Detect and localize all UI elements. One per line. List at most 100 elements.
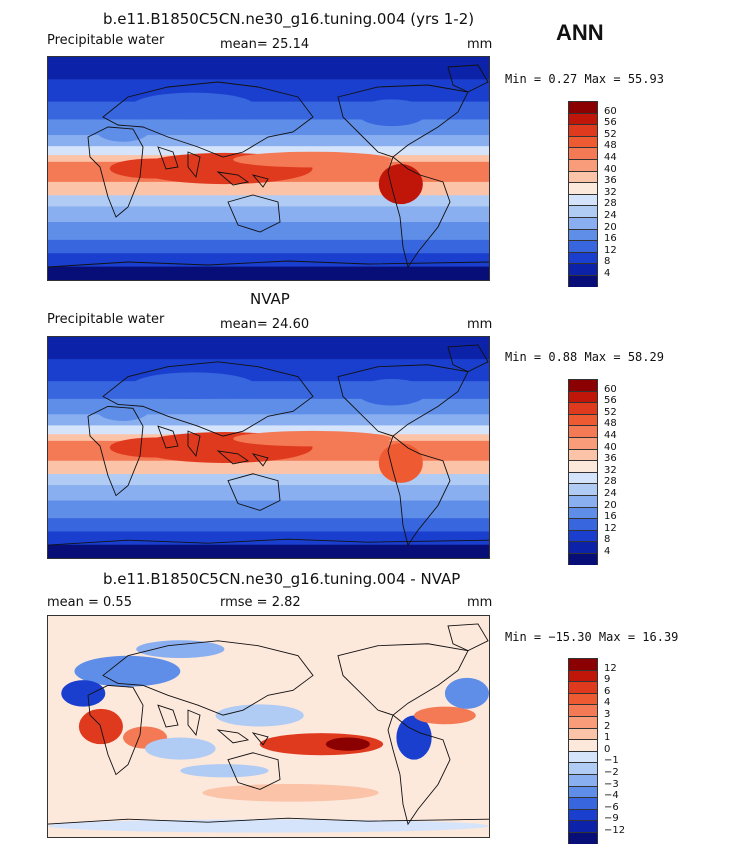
colorbar-swatch <box>568 820 598 832</box>
colorbar-swatch <box>568 773 598 786</box>
panel-1-units: mm <box>467 37 493 52</box>
panel-1-field <box>48 57 489 280</box>
colorbar-swatch <box>568 124 598 136</box>
colorbar-swatch <box>568 704 598 716</box>
colorbar-swatch <box>568 715 598 728</box>
colorbar-swatch <box>568 205 598 217</box>
colorbar-swatch <box>568 390 598 403</box>
colorbar-swatch <box>568 436 598 449</box>
panel-2-variable-label: Precipitable water <box>47 312 165 327</box>
colorbar-tick-label: 28 <box>604 198 617 210</box>
colorbar-tick-label: −12 <box>604 825 626 836</box>
colorbar-swatch <box>568 494 598 507</box>
colorbar-tick-label: 60 <box>604 105 617 117</box>
colorbar-tick-label: 52 <box>604 406 617 418</box>
colorbar-swatch <box>568 402 598 414</box>
colorbar-tick-label: 32 <box>604 464 617 476</box>
colorbar-tick-label: 48 <box>604 140 617 152</box>
colorbar-tick-label: 4 <box>604 546 611 557</box>
colorbar-swatch <box>568 471 598 484</box>
panel-1-variable-label: Precipitable water <box>47 33 165 48</box>
colorbar-swatch <box>568 228 598 241</box>
coastline-overlay <box>48 344 489 547</box>
colorbar-swatch <box>568 101 598 113</box>
season-label: ANN <box>556 20 604 45</box>
colorbar-tick-label: −3 <box>604 778 619 790</box>
colorbar-swatch <box>568 506 598 519</box>
colorbar-swatch <box>568 808 598 821</box>
colorbar-tick-label: 12 <box>604 662 617 674</box>
colorbar-tick-label: 36 <box>604 453 617 465</box>
colorbar-swatch <box>568 263 598 275</box>
colorbar-swatch <box>568 529 598 542</box>
colorbar-swatch <box>568 518 598 530</box>
panel-3-field <box>48 616 489 837</box>
colorbar-swatch <box>568 170 598 183</box>
panel-1-title: b.e11.B1850C5CN.ne30_g16.tuning.004 (yrs… <box>103 10 475 28</box>
colorbar-swatch <box>568 425 598 437</box>
coastline-overlay <box>48 623 489 826</box>
panel-3-map <box>47 615 490 838</box>
colorbar-swatch <box>568 785 598 798</box>
colorbar-tick-label: 6 <box>604 685 611 697</box>
colorbar-swatch <box>568 797 598 809</box>
colorbar-tick-label: 2 <box>604 720 611 732</box>
colorbar-tick-label: 20 <box>604 499 617 511</box>
colorbar-tick-label: −9 <box>604 813 619 825</box>
colorbar-swatch <box>568 552 598 565</box>
colorbar-tick-label: 44 <box>604 430 617 441</box>
colorbar-swatch <box>568 658 598 670</box>
panel-3-colorbar: 12 9 6 4 3 2 1 0 −1 −2 −3 −4 −6 −9 −12 <box>568 658 625 844</box>
colorbar-tick-label: −1 <box>604 755 619 767</box>
colorbar-tick-label: 1 <box>604 732 611 744</box>
colorbar-swatch <box>568 147 598 159</box>
colorbar-tick-label: 44 <box>604 152 617 163</box>
colorbar-swatch <box>568 135 598 148</box>
panel-1-minmax: Min = 0.27 Max = 55.93 <box>505 72 664 86</box>
colorbar-tick-label: 32 <box>604 186 617 198</box>
colorbar-tick-label: 16 <box>604 233 617 245</box>
colorbar-tick-label: 36 <box>604 175 617 187</box>
colorbar-swatch <box>568 413 598 426</box>
colorbar-swatch <box>568 762 598 774</box>
panel-2-colorbar: 60 56 52 48 44 40 36 32 28 24 20 16 12 8 4 <box>568 379 617 565</box>
panel-2-minmax: Min = 0.88 Max = 58.29 <box>505 350 664 364</box>
colorbar-tick-label: 4 <box>604 697 611 709</box>
coastline-overlay <box>48 64 489 269</box>
panel-2-title: NVAP <box>250 290 290 308</box>
colorbar-swatch <box>568 216 598 229</box>
colorbar-tick-label: 16 <box>604 511 617 523</box>
colorbar-swatch <box>568 448 598 461</box>
colorbar-swatch <box>568 193 598 206</box>
colorbar-swatch <box>568 750 598 763</box>
colorbar-tick-label: 56 <box>604 395 617 407</box>
panel-2-field <box>48 337 489 558</box>
colorbar-tick-label: 0 <box>604 743 611 755</box>
panel-1-colorbar: 60 56 52 48 44 40 36 32 28 24 20 16 12 8 4 <box>568 101 617 287</box>
colorbar-swatch <box>568 831 598 844</box>
colorbar-tick-label: 40 <box>604 163 617 175</box>
colorbar-swatch <box>568 158 598 171</box>
colorbar-tick-label: 48 <box>604 418 617 430</box>
colorbar-tick-label: 12 <box>604 522 617 534</box>
panel-3-rmse: rmse = 2.82 <box>220 595 301 610</box>
colorbar-tick-label: 52 <box>604 128 617 140</box>
colorbar-tick-label: −4 <box>604 790 619 802</box>
colorbar-tick-label: 24 <box>604 488 617 499</box>
colorbar-swatch <box>568 727 598 740</box>
colorbar-tick-label: 28 <box>604 476 617 488</box>
colorbar-swatch <box>568 460 598 472</box>
colorbar-tick-label: 40 <box>604 441 617 453</box>
panel-3-minmax: Min = −15.30 Max = 16.39 <box>505 630 679 644</box>
colorbar-tick-label: 4 <box>604 268 611 279</box>
colorbar-tick-label: 56 <box>604 117 617 129</box>
colorbar-tick-label: 60 <box>604 383 617 395</box>
colorbar-swatch <box>568 251 598 264</box>
colorbar-tick-label: 20 <box>604 221 617 233</box>
colorbar-swatch <box>568 182 598 194</box>
colorbar-swatch <box>568 669 598 682</box>
colorbar-swatch <box>568 240 598 252</box>
panel-3-mean: mean = 0.55 <box>47 595 132 610</box>
panel-1-mean: mean= 25.14 <box>220 37 310 52</box>
colorbar-tick-label: −6 <box>604 801 619 813</box>
